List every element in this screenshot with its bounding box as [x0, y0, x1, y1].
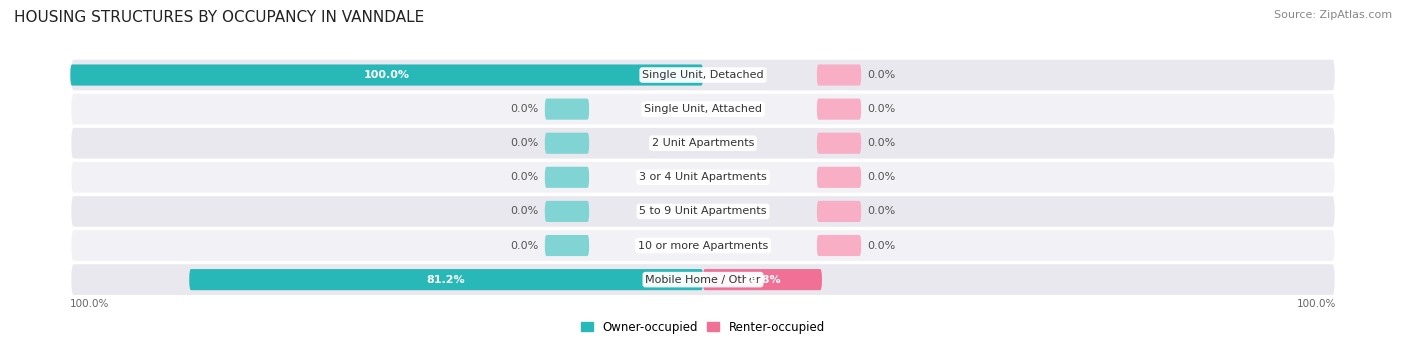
FancyBboxPatch shape: [70, 59, 1336, 91]
Text: 81.2%: 81.2%: [427, 275, 465, 285]
FancyBboxPatch shape: [70, 195, 1336, 228]
Text: 0.0%: 0.0%: [510, 104, 538, 114]
FancyBboxPatch shape: [70, 64, 703, 86]
Text: 5 to 9 Unit Apartments: 5 to 9 Unit Apartments: [640, 206, 766, 217]
Text: 3 or 4 Unit Apartments: 3 or 4 Unit Apartments: [640, 172, 766, 182]
FancyBboxPatch shape: [817, 201, 860, 222]
Text: 100.0%: 100.0%: [1296, 299, 1336, 309]
FancyBboxPatch shape: [546, 99, 589, 120]
Text: 2 Unit Apartments: 2 Unit Apartments: [652, 138, 754, 148]
Text: Mobile Home / Other: Mobile Home / Other: [645, 275, 761, 285]
Text: 0.0%: 0.0%: [868, 104, 896, 114]
FancyBboxPatch shape: [190, 269, 703, 290]
Text: 0.0%: 0.0%: [868, 172, 896, 182]
Text: 0.0%: 0.0%: [868, 240, 896, 251]
FancyBboxPatch shape: [817, 64, 860, 86]
Text: 0.0%: 0.0%: [510, 206, 538, 217]
Text: 18.8%: 18.8%: [744, 275, 782, 285]
FancyBboxPatch shape: [70, 161, 1336, 194]
Text: 0.0%: 0.0%: [868, 70, 896, 80]
FancyBboxPatch shape: [70, 263, 1336, 296]
FancyBboxPatch shape: [546, 201, 589, 222]
Text: 10 or more Apartments: 10 or more Apartments: [638, 240, 768, 251]
FancyBboxPatch shape: [817, 133, 860, 154]
Legend: Owner-occupied, Renter-occupied: Owner-occupied, Renter-occupied: [576, 316, 830, 338]
Text: 100.0%: 100.0%: [70, 299, 110, 309]
FancyBboxPatch shape: [817, 235, 860, 256]
Text: HOUSING STRUCTURES BY OCCUPANCY IN VANNDALE: HOUSING STRUCTURES BY OCCUPANCY IN VANND…: [14, 10, 425, 25]
FancyBboxPatch shape: [70, 229, 1336, 262]
Text: Source: ZipAtlas.com: Source: ZipAtlas.com: [1274, 10, 1392, 20]
FancyBboxPatch shape: [817, 167, 860, 188]
Text: 0.0%: 0.0%: [510, 172, 538, 182]
Text: Single Unit, Attached: Single Unit, Attached: [644, 104, 762, 114]
Text: 100.0%: 100.0%: [364, 70, 409, 80]
FancyBboxPatch shape: [703, 269, 823, 290]
Text: 0.0%: 0.0%: [510, 240, 538, 251]
FancyBboxPatch shape: [817, 99, 860, 120]
Text: Single Unit, Detached: Single Unit, Detached: [643, 70, 763, 80]
FancyBboxPatch shape: [70, 93, 1336, 125]
FancyBboxPatch shape: [70, 127, 1336, 160]
Text: 0.0%: 0.0%: [868, 138, 896, 148]
FancyBboxPatch shape: [546, 133, 589, 154]
Text: 0.0%: 0.0%: [868, 206, 896, 217]
FancyBboxPatch shape: [546, 167, 589, 188]
FancyBboxPatch shape: [546, 235, 589, 256]
Text: 0.0%: 0.0%: [510, 138, 538, 148]
